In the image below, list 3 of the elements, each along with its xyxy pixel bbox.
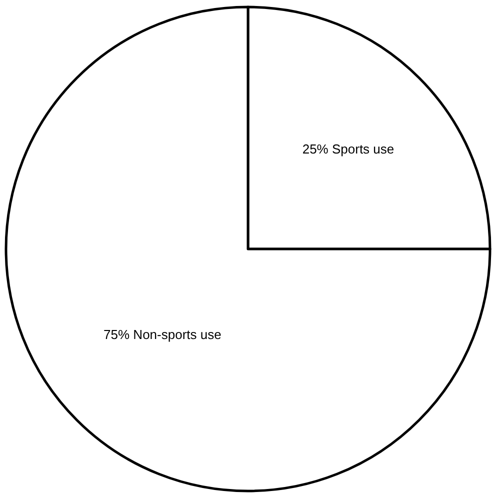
pie-slice [4, 6, 492, 492]
slice-label: 25% Sports use [302, 141, 394, 156]
slice-label: 75% Non-sports use [104, 327, 222, 342]
